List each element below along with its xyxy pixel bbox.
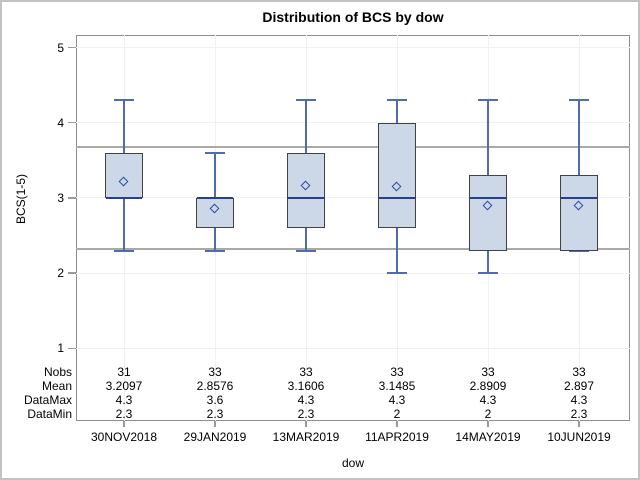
x-tick-label: 29JAN2019 — [183, 430, 247, 444]
whisker-cap — [387, 99, 407, 102]
median-line — [197, 196, 233, 199]
stats-value: 33 — [390, 364, 404, 379]
y-tick-mark — [68, 197, 76, 199]
stats-value: 2 — [393, 406, 401, 421]
whisker-cap — [296, 249, 316, 252]
whisker-cap — [478, 99, 498, 102]
stats-value: 2.8576 — [196, 378, 234, 393]
whisker-cap — [114, 249, 134, 252]
stats-row-label: Mean — [41, 378, 72, 393]
x-tick-mark — [123, 421, 125, 427]
stats-value: 3.6 — [206, 392, 224, 407]
stats-value: 2.3 — [570, 406, 588, 421]
box — [469, 175, 507, 251]
stats-value: 4.3 — [115, 392, 133, 407]
y-axis-title: BCS(1-5) — [14, 174, 28, 225]
stats-value: 2.897 — [563, 378, 595, 393]
stats-value: 31 — [117, 364, 131, 379]
stats-value: 4.3 — [479, 392, 497, 407]
stats-value: 33 — [208, 364, 222, 379]
box — [287, 152, 325, 228]
whisker-cap — [569, 99, 589, 102]
stats-row-label: DataMin — [27, 406, 72, 421]
whisker-cap — [296, 99, 316, 102]
median-line — [561, 196, 597, 199]
y-tick-label: 2 — [57, 266, 64, 281]
stats-value: 3.1485 — [378, 378, 416, 393]
h-gridline — [76, 347, 630, 349]
median-line — [106, 196, 142, 199]
h-gridline — [76, 47, 630, 48]
stats-value: 33 — [481, 364, 495, 379]
x-tick-mark — [396, 421, 398, 427]
stats-value: 33 — [572, 364, 586, 379]
median-line — [470, 196, 506, 199]
x-tick-mark — [214, 421, 216, 427]
stats-value: 3.1606 — [287, 378, 325, 393]
stats-value: 2.3 — [206, 406, 224, 421]
y-tick-label: 3 — [57, 190, 64, 205]
h-gridline — [76, 122, 630, 124]
whisker-line — [578, 100, 580, 251]
stats-value: 2.3 — [297, 406, 315, 421]
x-tick-label: 14MAY2019 — [455, 430, 521, 444]
stats-value: 33 — [299, 364, 313, 379]
x-tick-label: 11APR2019 — [365, 430, 429, 444]
whisker-cap — [569, 249, 589, 252]
median-line — [379, 196, 415, 199]
median-line — [288, 196, 324, 199]
stats-value: 4.3 — [297, 392, 315, 407]
y-tick-label: 1 — [57, 341, 64, 356]
x-tick-mark — [305, 421, 307, 427]
x-tick-label: 13MAR2019 — [272, 430, 340, 444]
whisker-cap — [114, 99, 134, 102]
y-tick-mark — [68, 272, 76, 274]
stats-value: 2.3 — [115, 406, 133, 421]
stats-row-label: Nobs — [43, 364, 72, 379]
y-tick-label: 5 — [57, 40, 64, 55]
x-tick-mark — [578, 421, 580, 427]
x-axis-title: dow — [341, 456, 364, 470]
stats-value: 2 — [484, 406, 492, 421]
h-gridline — [76, 197, 630, 199]
whisker-cap — [205, 249, 225, 252]
box — [560, 175, 598, 251]
whisker-cap — [205, 151, 225, 154]
whisker-cap — [478, 272, 498, 275]
y-tick-label: 4 — [57, 115, 64, 130]
stats-value: 2.8909 — [469, 378, 507, 393]
x-tick-label: 10JUN2019 — [547, 430, 611, 444]
y-tick-mark — [68, 46, 76, 49]
stats-value: 4.3 — [570, 392, 588, 407]
y-tick-mark — [68, 347, 76, 350]
chart-title: Distribution of BCS by dow — [262, 9, 444, 25]
stats-value: 3.2097 — [105, 378, 143, 393]
box — [105, 152, 143, 198]
y-tick-mark — [68, 121, 76, 124]
stats-row-label: DataMax — [23, 392, 72, 407]
x-tick-mark — [487, 421, 489, 427]
reference-line — [76, 248, 630, 251]
box — [378, 122, 416, 228]
stats-value: 4.3 — [388, 392, 406, 407]
plot-frame — [76, 35, 630, 421]
whisker-cap — [387, 272, 407, 275]
h-gridline — [76, 272, 630, 274]
reference-line — [76, 145, 630, 148]
x-tick-label: 30NOV2018 — [90, 430, 158, 444]
